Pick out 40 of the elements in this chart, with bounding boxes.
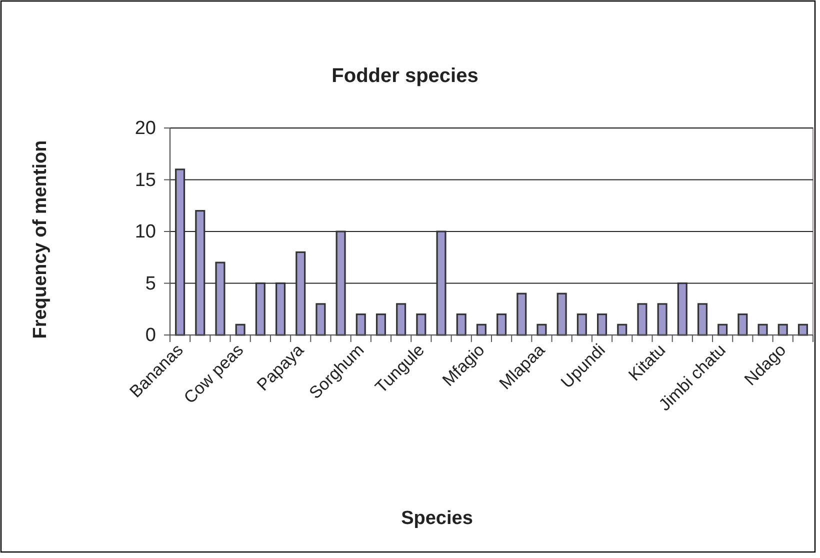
y-tick-label: 10	[134, 222, 156, 243]
y-axis-title: Frequency of mention	[30, 140, 51, 339]
bar	[556, 292, 567, 336]
bar	[576, 314, 587, 336]
bar	[296, 251, 306, 336]
bar	[476, 324, 486, 336]
bar	[798, 324, 808, 336]
bar	[617, 324, 628, 336]
bar	[316, 303, 326, 336]
bar	[516, 292, 527, 336]
bar	[436, 230, 446, 336]
bar	[738, 314, 748, 336]
bar	[758, 324, 768, 336]
bar	[336, 230, 346, 336]
bar	[697, 303, 708, 336]
y-tick-label: 20	[134, 118, 156, 140]
bar	[657, 303, 668, 336]
bar	[175, 168, 186, 336]
bar	[456, 314, 466, 336]
bar	[778, 324, 788, 336]
bar	[536, 324, 547, 336]
bar	[255, 282, 266, 336]
x-axis-title: Species	[401, 508, 473, 529]
bar	[235, 324, 246, 336]
bar	[416, 314, 426, 336]
bar	[677, 282, 688, 336]
bar	[215, 262, 226, 336]
bar	[396, 303, 406, 336]
bar	[376, 314, 386, 336]
bar	[195, 210, 206, 336]
bar	[356, 314, 366, 336]
bar	[637, 303, 648, 336]
bar	[596, 314, 608, 336]
y-tick-label: 5	[145, 273, 156, 294]
bar	[496, 314, 507, 336]
y-tick-label: 15	[134, 170, 156, 191]
chart-title: Fodder species	[332, 65, 478, 87]
bar	[718, 324, 728, 336]
bar	[275, 282, 286, 336]
y-tick-label: 0	[145, 325, 156, 346]
